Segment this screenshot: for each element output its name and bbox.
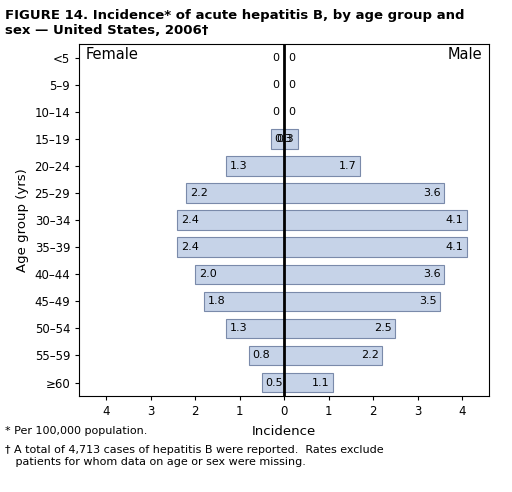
Text: 1.3: 1.3	[230, 161, 247, 171]
Bar	[284, 373, 333, 392]
Text: 0: 0	[289, 80, 295, 90]
Text: 1.1: 1.1	[312, 377, 330, 388]
Text: Female: Female	[86, 47, 139, 62]
Text: 0.3: 0.3	[274, 134, 292, 144]
Bar	[284, 184, 444, 203]
Text: 0.3: 0.3	[276, 134, 294, 144]
Text: 4.1: 4.1	[445, 215, 463, 225]
Y-axis label: Age group (yrs): Age group (yrs)	[16, 168, 29, 272]
Bar	[262, 373, 284, 392]
Bar	[284, 292, 440, 311]
Bar	[177, 238, 284, 257]
Text: 0: 0	[273, 107, 280, 117]
Bar	[284, 265, 444, 284]
Text: sex — United States, 2006†: sex — United States, 2006†	[5, 24, 208, 36]
Text: † A total of 4,713 cases of hepatitis B were reported.  Rates exclude
   patient: † A total of 4,713 cases of hepatitis B …	[5, 445, 384, 467]
Text: 3.6: 3.6	[423, 188, 441, 198]
Text: 2.2: 2.2	[360, 350, 378, 361]
Text: Male: Male	[447, 47, 482, 62]
X-axis label: Incidence: Incidence	[252, 425, 316, 438]
Bar	[226, 156, 284, 176]
Bar	[195, 265, 284, 284]
Text: 3.6: 3.6	[423, 269, 441, 279]
Bar	[284, 129, 297, 149]
Bar	[226, 319, 284, 338]
Bar	[177, 211, 284, 230]
Text: 1.8: 1.8	[207, 296, 225, 307]
Bar	[284, 238, 467, 257]
Bar	[186, 184, 284, 203]
Text: 1.3: 1.3	[230, 323, 247, 334]
Bar	[204, 292, 284, 311]
Text: 2.4: 2.4	[181, 242, 199, 252]
Text: 0: 0	[289, 107, 295, 117]
Text: 0.5: 0.5	[265, 377, 283, 388]
Text: 2.0: 2.0	[199, 269, 217, 279]
Text: 1.7: 1.7	[338, 161, 356, 171]
Text: 3.5: 3.5	[419, 296, 436, 307]
Bar	[248, 346, 284, 365]
Bar	[284, 346, 382, 365]
Text: 0: 0	[273, 53, 280, 63]
Bar	[284, 319, 395, 338]
Text: 0: 0	[273, 80, 280, 90]
Text: 0.8: 0.8	[252, 350, 270, 361]
Text: 2.4: 2.4	[181, 215, 199, 225]
Bar	[284, 211, 467, 230]
Text: 0: 0	[289, 53, 295, 63]
Bar	[271, 129, 284, 149]
Text: 2.5: 2.5	[374, 323, 392, 334]
Text: * Per 100,000 population.: * Per 100,000 population.	[5, 426, 147, 435]
Text: 2.2: 2.2	[190, 188, 208, 198]
Bar	[284, 156, 360, 176]
Text: FIGURE 14. Incidence* of acute hepatitis B, by age group and: FIGURE 14. Incidence* of acute hepatitis…	[5, 9, 464, 22]
Text: 4.1: 4.1	[445, 242, 463, 252]
